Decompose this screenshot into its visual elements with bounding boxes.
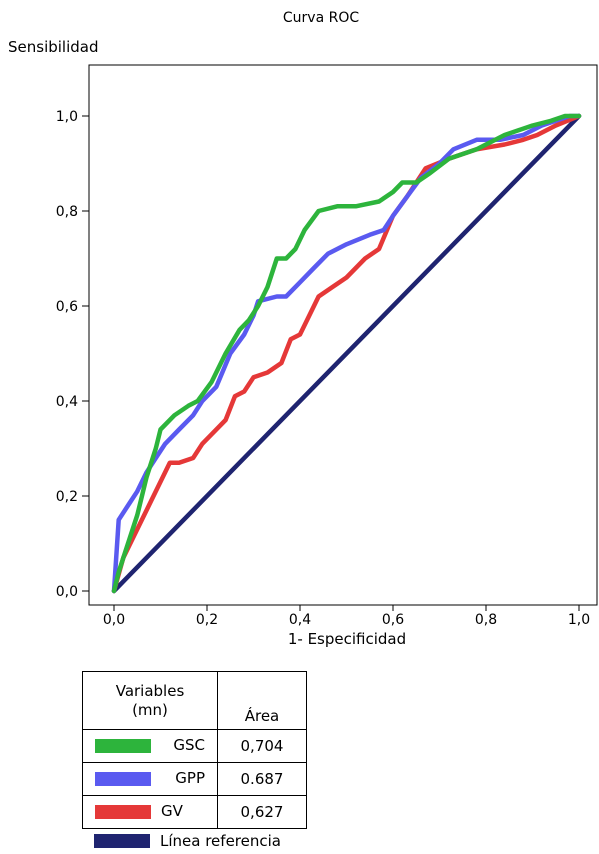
series-line-gsc (111, 113, 582, 594)
y-tick-label: 0,4 (56, 394, 78, 410)
legend-row-gv: GV 0,627 (82, 795, 307, 829)
area-legend-table: Variables (mn) Área GSC 0,704 GPP 0.687 … (82, 671, 307, 829)
legend-header-area: Área (217, 671, 307, 730)
y-tick-label: 0,2 (56, 489, 78, 505)
x-tick-label: 1,0 (568, 612, 590, 628)
legend-name-gv: GV (161, 802, 183, 820)
x-axis-label: 1- Especificidad (288, 630, 406, 648)
legend-name-gsc: GSC (173, 736, 205, 754)
roc-chart: Curva ROC Sensibilidad 0,0 0,2 0,4 0,6 0,8 1,… (8, 10, 598, 648)
legend-row-gsc: GSC 0,704 (82, 729, 307, 763)
x-tick-label: 0,4 (289, 612, 311, 628)
x-tick-label: 0,8 (475, 612, 497, 628)
legend-area-gsc: 0,704 (217, 729, 307, 763)
legend-name-reference: Línea referencia (160, 832, 281, 850)
x-tick-label: 0,0 (103, 612, 125, 628)
legend-swatch-gpp (95, 772, 151, 786)
series-line-gpp (111, 113, 582, 594)
y-axis-ticks: 0,0 0,2 0,4 0,6 0,8 1,0 (56, 109, 89, 600)
legend-header-variables-label: Variables (115, 681, 185, 700)
legend-row-gpp: GPP 0.687 (82, 762, 307, 796)
legend-header-variables: Variables (mn) (82, 671, 218, 730)
series-lines (111, 113, 582, 594)
x-tick-label: 0,6 (382, 612, 404, 628)
legend-name-gpp: GPP (175, 769, 205, 787)
y-tick-label: 0,0 (56, 584, 78, 600)
legend-swatch-gv (95, 805, 151, 819)
legend-swatch-reference (94, 834, 150, 848)
legend-header-variables-unit: (mn) (132, 700, 168, 719)
reference-line-legend: Línea referencia (94, 832, 281, 850)
plot-frame (88, 64, 598, 606)
x-tick-label: 0,2 (196, 612, 218, 628)
series-line-línea-referencia (111, 113, 582, 594)
y-axis-label: Sensibilidad (8, 38, 99, 56)
legend-area-gpp: 0.687 (217, 762, 307, 796)
y-tick-label: 0,8 (56, 204, 78, 220)
x-axis-ticks: 0,0 0,2 0,4 0,6 0,8 1,0 (103, 605, 590, 628)
legend-area-gv: 0,627 (217, 795, 307, 829)
chart-title: Curva ROC (283, 10, 359, 26)
y-tick-label: 0,6 (56, 299, 78, 315)
y-tick-label: 1,0 (56, 109, 78, 125)
legend-swatch-gsc (95, 739, 151, 753)
